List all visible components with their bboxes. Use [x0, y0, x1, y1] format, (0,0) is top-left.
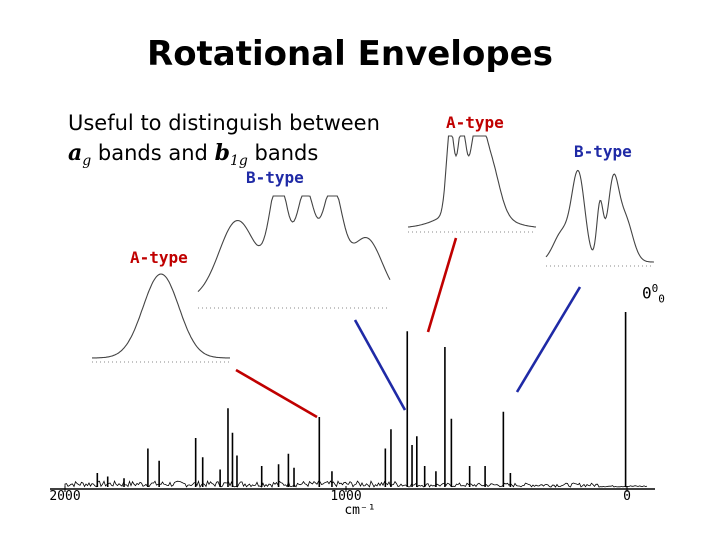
subtitle-mid: bands and [91, 141, 215, 165]
subtitle-line2: ag bands and b1g bands [68, 138, 380, 176]
inset-a-type-left-curve [92, 273, 230, 359]
connector-red-left [235, 368, 318, 419]
label-b-type-right: B-type [574, 142, 632, 161]
insets-group [92, 135, 654, 363]
inset-b-type-mid [197, 195, 391, 309]
connector-blue-right [515, 286, 582, 393]
label-a-type-left: A-type [130, 248, 188, 267]
x-axis-label: cm⁻¹ [344, 503, 375, 518]
inset-a-type-right [407, 135, 537, 233]
origin-sup: 0 [651, 282, 659, 295]
x-tick-label: 0 [623, 489, 631, 504]
spectrum-group [64, 312, 648, 488]
subtitle-line1: Useful to distinguish between [68, 111, 380, 135]
x-tick-label: 1000 [330, 489, 361, 504]
origin-band-label: 000 [642, 282, 665, 306]
subtitle-end: bands [247, 141, 319, 165]
x-tick-label: 2000 [49, 489, 80, 504]
symmetry-b: b [214, 140, 230, 166]
slide-title: Rotational Envelopes [147, 34, 553, 74]
inset-b-type-mid-curve [197, 195, 391, 292]
symmetry-b-sub: 1g [229, 153, 248, 170]
symmetry-a: a [68, 140, 83, 166]
symmetry-a-sub: g [82, 153, 92, 170]
inset-b-type-right-curve [545, 169, 654, 263]
spectrum-baseline [64, 479, 648, 488]
origin-sub: 0 [658, 292, 665, 306]
origin-main: 0 [642, 283, 652, 303]
label-b-type-mid: B-type [246, 168, 304, 187]
axis-group: 2000 1000 0 [49, 486, 655, 504]
inset-a-type-right-curve [407, 135, 537, 228]
connectors-group [235, 237, 582, 419]
inset-b-type-right [545, 169, 654, 267]
inset-a-type-left [92, 273, 230, 363]
connector-blue-mid [353, 319, 407, 411]
label-a-type-right: A-type [446, 113, 504, 132]
connector-red-right [426, 237, 458, 333]
subtitle: Useful to distinguish between ag bands a… [68, 108, 380, 176]
